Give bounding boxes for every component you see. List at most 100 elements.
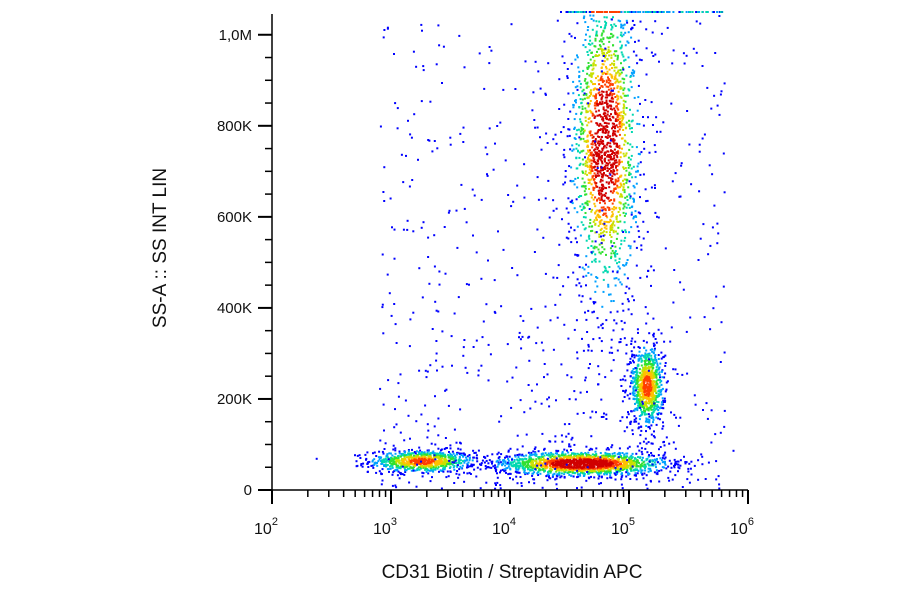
event-point (622, 264, 625, 267)
event-point (453, 468, 456, 471)
event-point (633, 356, 636, 359)
event-point (498, 462, 501, 465)
event-point (626, 460, 629, 463)
event-point (622, 179, 624, 182)
event-point (561, 454, 564, 457)
event-point (654, 373, 657, 376)
event-point (650, 51, 653, 54)
event-point (652, 380, 655, 383)
event-point (596, 50, 598, 53)
event-point (395, 464, 398, 467)
event-point (613, 87, 616, 90)
event-point (492, 465, 495, 468)
event-point (606, 129, 609, 132)
event-point (640, 59, 643, 62)
event-point (602, 125, 605, 128)
event-point (599, 171, 602, 174)
event-point (631, 295, 634, 298)
event-point (589, 89, 592, 92)
event-point (418, 446, 421, 449)
event-point (609, 231, 611, 234)
event-point (663, 340, 666, 343)
event-point (561, 450, 564, 453)
event-point (577, 66, 580, 69)
event-point (583, 462, 585, 465)
event-point (500, 453, 503, 456)
event-point (582, 223, 585, 226)
event-point (597, 189, 600, 192)
event-point (505, 455, 508, 458)
event-point (664, 372, 667, 375)
event-point (648, 387, 651, 390)
event-point (643, 382, 645, 385)
event-point (652, 418, 655, 421)
event-point (451, 461, 454, 464)
event-point (582, 94, 585, 96)
event-point (616, 142, 618, 145)
event-point (601, 100, 604, 103)
event-point (618, 74, 621, 77)
event-point (620, 476, 623, 479)
event-point (565, 236, 568, 239)
event-point (626, 298, 629, 301)
event-point (601, 246, 604, 249)
event-point (568, 134, 571, 137)
event-point (605, 196, 608, 199)
event-point (619, 80, 622, 83)
event-point (643, 346, 646, 349)
event-point (627, 411, 629, 414)
event-point (567, 211, 570, 214)
event-point (613, 198, 616, 201)
event-point (592, 135, 595, 138)
event-point (594, 205, 597, 208)
event-point (572, 106, 575, 109)
event-point (615, 165, 618, 168)
event-point (633, 371, 636, 373)
event-point (618, 102, 621, 105)
event-point (552, 138, 555, 141)
event-point (458, 473, 461, 476)
event-point (622, 390, 625, 392)
event-point (449, 459, 452, 462)
event-point (506, 467, 509, 469)
event-point (427, 472, 430, 475)
event-point (412, 466, 415, 468)
event-point (529, 454, 532, 457)
event-point (645, 419, 648, 422)
event-point (651, 442, 654, 445)
event-point (601, 85, 604, 88)
event-point (606, 36, 609, 39)
event-point (616, 164, 619, 167)
event-point (644, 390, 647, 393)
event-point (586, 96, 589, 99)
event-point (651, 377, 654, 379)
event-point (707, 461, 710, 464)
event-point (544, 462, 547, 465)
event-point (397, 457, 400, 459)
event-point (594, 132, 597, 135)
event-point (635, 417, 638, 420)
event-point (572, 80, 575, 83)
event-point (601, 305, 604, 308)
event-point (381, 462, 384, 465)
event-point (613, 173, 616, 176)
event-point (611, 178, 614, 181)
event-point (589, 454, 592, 457)
event-point (620, 124, 623, 127)
event-point (596, 75, 599, 78)
event-point (627, 161, 630, 164)
event-point (584, 172, 587, 175)
event-point (595, 132, 598, 135)
event-point (648, 332, 651, 335)
event-point (574, 253, 577, 256)
event-point (580, 300, 583, 303)
event-point (611, 175, 614, 178)
event-point (498, 456, 501, 458)
event-point (641, 399, 644, 402)
event-point (527, 451, 530, 454)
event-point (573, 459, 576, 462)
event-point (428, 469, 431, 472)
event-point (658, 371, 661, 374)
event-point (630, 131, 633, 133)
event-point (589, 469, 592, 472)
